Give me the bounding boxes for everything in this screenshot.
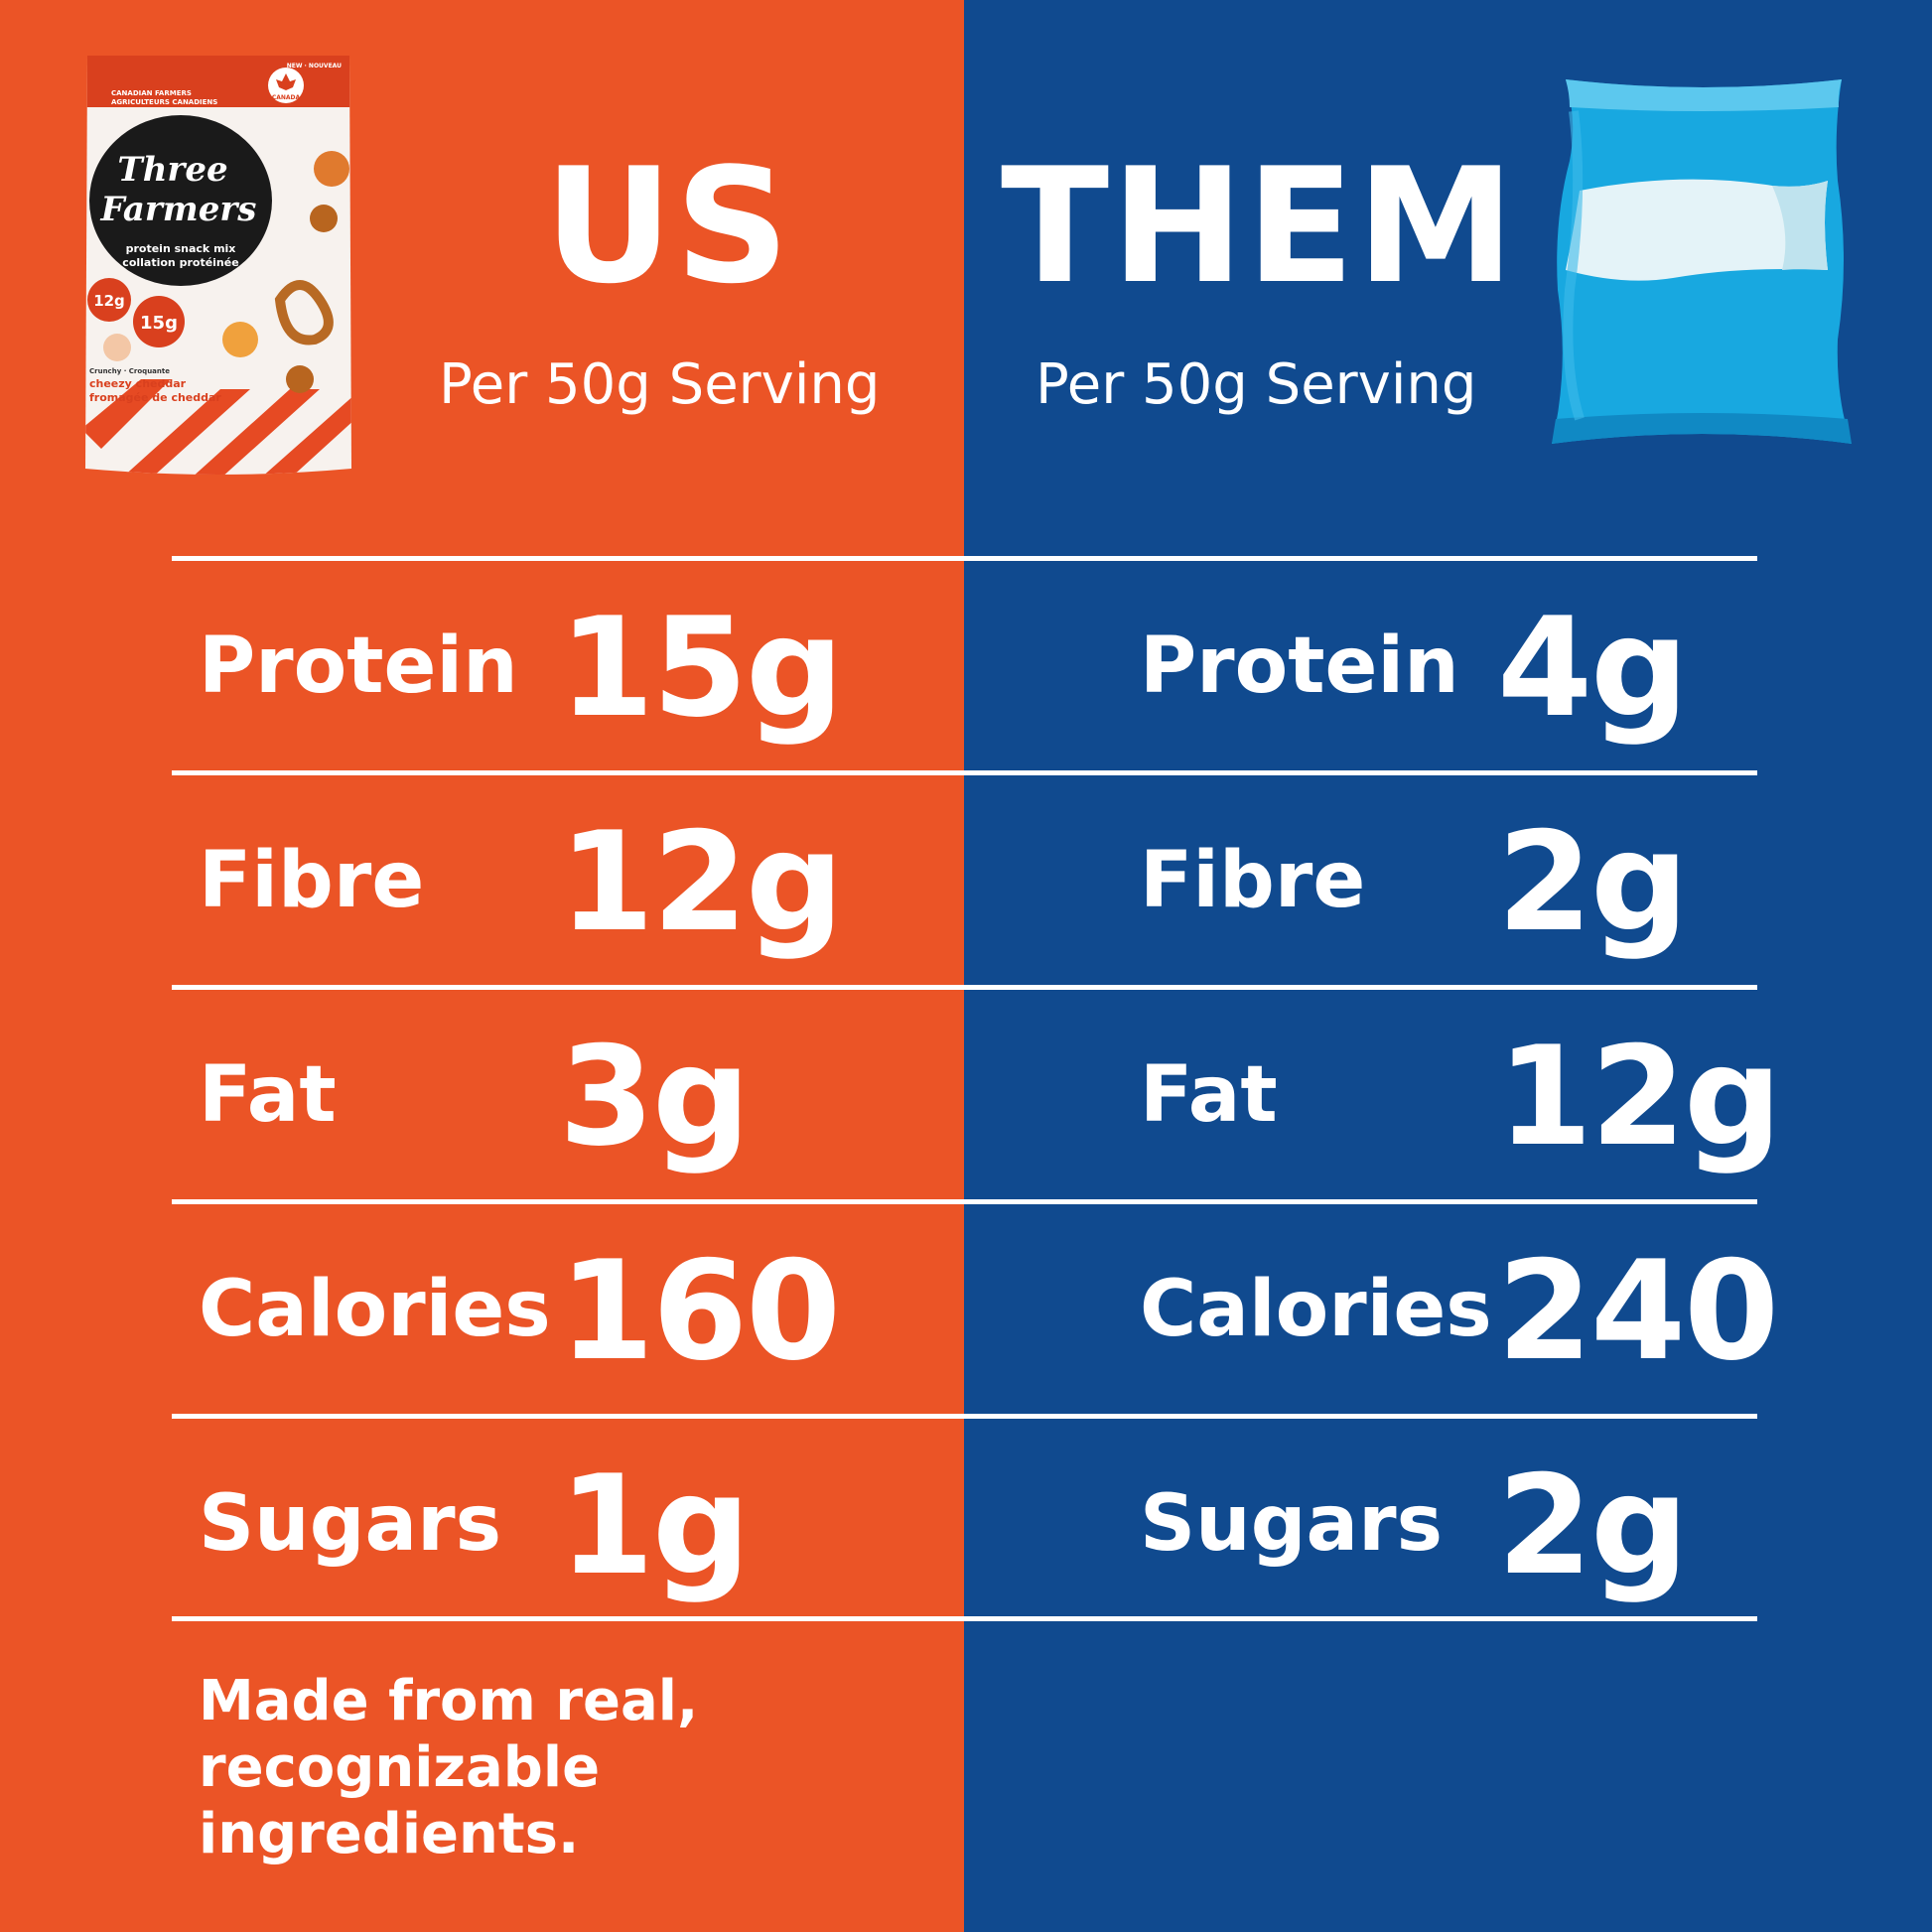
table-divider — [172, 1616, 1757, 1621]
them-sugars-label: Sugars — [1140, 1479, 1444, 1569]
package-crunchy: Crunchy · Croquante — [89, 367, 170, 375]
them-heading: THEM — [1001, 133, 1517, 319]
us-fat-label: Fat — [199, 1050, 337, 1140]
package-brand-line1: Three — [117, 150, 227, 190]
package-protein-badge: 15g — [140, 313, 178, 334]
them-calories-label: Calories — [1140, 1265, 1492, 1354]
us-heading: US — [544, 133, 792, 319]
us-sugars-label: Sugars — [199, 1479, 502, 1569]
ingredients-note: Made from real, recognizable ingredients… — [199, 1668, 933, 1868]
table-divider — [172, 985, 1757, 990]
them-calories-value: 240 — [1497, 1231, 1779, 1391]
table-divider — [172, 1199, 1757, 1204]
them-serving-label: Per 50g Serving — [1035, 352, 1477, 417]
table-divider — [172, 770, 1757, 775]
package-farmers-line-fr: AGRICULTEURS CANADIENS — [111, 98, 217, 106]
us-sugars-value: 1g — [559, 1446, 751, 1605]
us-serving-label: Per 50g Serving — [439, 352, 881, 417]
table-divider — [172, 1414, 1757, 1419]
them-fat-value: 12g — [1497, 1017, 1782, 1176]
us-protein-label: Protein — [199, 621, 518, 711]
package-farmers-line: CANADIAN FARMERS — [111, 89, 192, 97]
package-flavour-fr: fromagée de cheddar — [89, 391, 221, 404]
us-protein-value: 15g — [559, 588, 844, 748]
them-fat-label: Fat — [1140, 1050, 1278, 1140]
package-product-fr: collation protéinée — [122, 256, 238, 269]
ingredients-note-line2: recognizable ingredients. — [199, 1735, 601, 1867]
them-fibre-label: Fibre — [1140, 836, 1366, 925]
them-fibre-value: 2g — [1497, 802, 1689, 962]
package-flavour: cheezy cheddar — [89, 377, 187, 390]
us-calories-label: Calories — [199, 1265, 551, 1354]
package-brand-line2: Farmers — [100, 190, 257, 229]
them-protein-label: Protein — [1140, 621, 1459, 711]
package-fibre-badge: 12g — [93, 292, 125, 310]
package-top-tag: NEW · NOUVEAU — [287, 63, 342, 69]
them-sugars-value: 2g — [1497, 1446, 1689, 1605]
package-product: protein snack mix — [126, 242, 236, 255]
package-canada-badge: CANADA — [272, 94, 301, 101]
us-fibre-label: Fibre — [199, 836, 425, 925]
us-fibre-value: 12g — [559, 802, 844, 962]
three-farmers-package: NEW · NOUVEAU CANADIAN FARMERS AGRICULTE… — [85, 56, 351, 475]
ingredients-note-line1: Made from real, — [199, 1669, 699, 1733]
them-protein-value: 4g — [1497, 588, 1689, 748]
generic-chip-bag-icon — [1552, 79, 1852, 444]
us-fat-value: 3g — [559, 1017, 751, 1176]
table-divider — [172, 556, 1757, 561]
us-calories-value: 160 — [559, 1231, 841, 1391]
